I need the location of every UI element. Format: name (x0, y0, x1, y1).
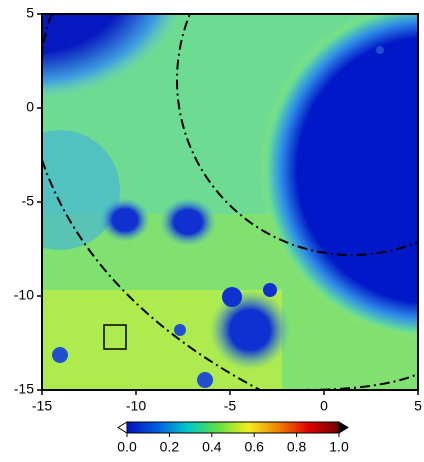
colorbar-tick-label: 0.8 (287, 439, 307, 455)
y-tick-label: 5 (26, 5, 34, 21)
x-tick-label: -10 (126, 398, 146, 414)
y-tick-label: 0 (26, 99, 34, 115)
colorbar-tick-label: 1.0 (329, 439, 349, 455)
field (42, 14, 418, 390)
colorbar-tick-label: 0.2 (160, 439, 180, 455)
colorbar-tick-label: 0.4 (202, 439, 222, 455)
y-tick-label: -15 (14, 381, 34, 397)
colorbar-over (338, 421, 349, 434)
x-tick-label: 0 (320, 398, 328, 414)
inset-box (103, 324, 127, 350)
colorbar-tick-label: 0.6 (244, 439, 264, 455)
colorbar (126, 421, 340, 434)
y-tick-label: -10 (14, 287, 34, 303)
x-tick-label: 5 (414, 398, 422, 414)
x-tick-label: -15 (32, 398, 52, 414)
y-tick-label: -5 (22, 193, 35, 209)
x-tick-label: -5 (224, 398, 237, 414)
colorbar-under (117, 421, 128, 434)
colorbar-tick-label: 0.0 (117, 439, 137, 455)
